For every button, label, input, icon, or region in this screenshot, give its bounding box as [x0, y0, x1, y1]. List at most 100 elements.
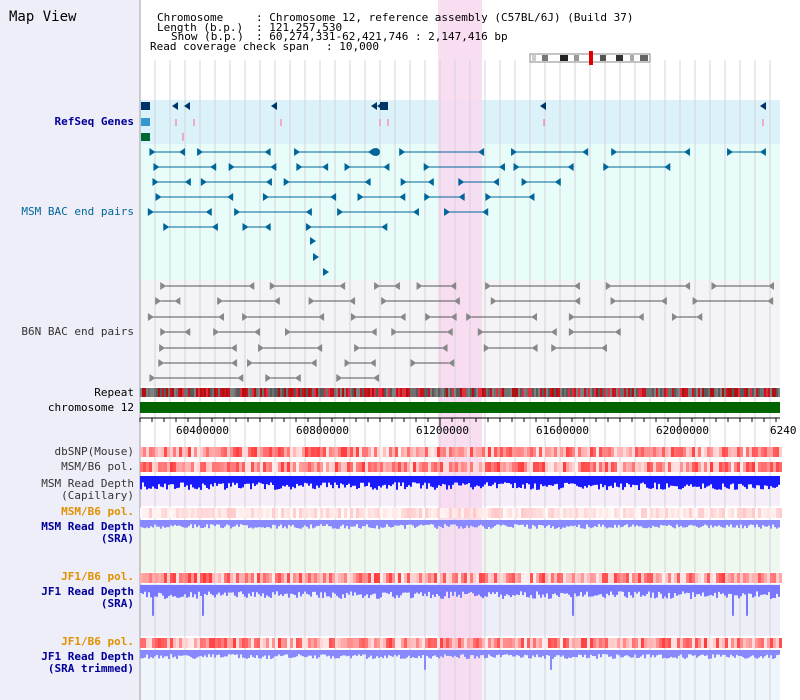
repeat-segment [770, 388, 772, 397]
heat-bin [584, 462, 587, 472]
depth-bar [254, 520, 256, 528]
heat-bin [464, 573, 467, 583]
heat-bin [668, 638, 671, 648]
heat-bin [284, 573, 287, 583]
repeat-segment [750, 388, 752, 397]
depth-bar [356, 520, 358, 525]
label-b6n-bac[interactable]: B6N BAC end pairs [21, 325, 134, 338]
heat-bin [335, 462, 338, 472]
heat-bin [659, 638, 662, 648]
depth-bar [208, 520, 210, 529]
depth-bar [340, 476, 342, 484]
depth-bar [650, 650, 652, 658]
msm-bac-pair-end [283, 178, 290, 186]
heat-bin [389, 447, 392, 457]
depth-bar [386, 585, 388, 594]
label-chromosome[interactable]: chromosome 12 [47, 401, 134, 414]
repeat-segment [236, 388, 238, 397]
depth-bar [434, 650, 436, 656]
label-msm-bac[interactable]: MSM BAC end pairs [21, 205, 134, 218]
depth-bar [536, 520, 538, 529]
depth-bar [574, 585, 576, 594]
heat-bin [620, 447, 623, 457]
heat-bin [755, 447, 758, 457]
heat-bin [404, 573, 407, 583]
depth-bar [268, 585, 270, 597]
depth-bar [722, 585, 724, 594]
label-jf1-b6-pol[interactable]: JF1/B6 pol. [61, 570, 134, 583]
depth-bar [144, 585, 146, 592]
heat-bin [701, 638, 704, 648]
heat-bin [143, 462, 146, 472]
depth-bar [582, 476, 584, 489]
heat-bin [767, 508, 770, 518]
depth-bar [734, 520, 736, 528]
label-jf1-b6-pol-2[interactable]: JF1/B6 pol. [61, 635, 134, 648]
heat-bin [173, 447, 176, 457]
heat-bin [266, 573, 269, 583]
repeat-segment [242, 388, 244, 397]
heat-bin [464, 508, 467, 518]
msm-bac-pair-end [511, 148, 518, 156]
repeat-segment [426, 388, 428, 397]
depth-bar [454, 520, 456, 525]
depth-bar [146, 650, 148, 655]
depth-bar [554, 650, 556, 657]
repeat-segment [282, 388, 284, 397]
msm-bac-pair-end [262, 193, 269, 201]
heat-bin [344, 638, 347, 648]
depth-bar [760, 585, 762, 595]
depth-bar [150, 650, 152, 658]
depth-bar [284, 476, 286, 487]
heat-bin [374, 573, 377, 583]
heat-bin [521, 508, 524, 518]
heat-bin [671, 573, 674, 583]
heat-bin [518, 508, 521, 518]
depth-bar [482, 476, 484, 487]
label-repeat[interactable]: Repeat [94, 386, 134, 399]
label-msm-b6-pol[interactable]: MSM/B6 pol. [61, 460, 134, 473]
label-dbsnp[interactable]: dbSNP(Mouse) [54, 445, 134, 458]
label-msm-depth-capillary-1[interactable]: MSM Read Depth [41, 477, 134, 490]
heat-bin [737, 638, 740, 648]
depth-bar [314, 585, 316, 592]
label-msm-depth-sra-1[interactable]: MSM Read Depth [41, 520, 134, 533]
heat-bin [221, 638, 224, 648]
depth-bar [302, 585, 304, 594]
depth-bar [296, 585, 298, 598]
repeat-segment [632, 388, 634, 397]
depth-bar [492, 585, 494, 593]
heat-bin [461, 508, 464, 518]
msm-bac-pair-end [521, 178, 528, 186]
repeat-segment [296, 388, 298, 397]
label-jf1-depth-sra-1[interactable]: JF1 Read Depth [41, 585, 134, 598]
heat-bin [572, 462, 575, 472]
depth-bar [310, 585, 312, 597]
repeat-segment [396, 388, 398, 397]
depth-bar [206, 520, 208, 525]
heat-bin [473, 462, 476, 472]
heat-bin [302, 638, 305, 648]
repeat-segment [310, 388, 312, 397]
label-jf1-depth-trim-1[interactable]: JF1 Read Depth [41, 650, 134, 663]
heat-bin [677, 508, 680, 518]
heat-bin [635, 508, 638, 518]
depth-bar [674, 650, 676, 658]
repeat-segment [446, 388, 448, 397]
depth-bar [292, 476, 294, 487]
heat-bin [563, 638, 566, 648]
heat-bin [245, 462, 248, 472]
depth-bar [322, 585, 324, 599]
depth-bar [632, 476, 634, 485]
depth-bar [248, 650, 250, 658]
heat-bin [254, 638, 257, 648]
depth-bar [442, 585, 444, 599]
depth-bar [178, 585, 180, 598]
label-refseq-genes[interactable]: RefSeq Genes [54, 115, 134, 128]
heat-bin [167, 573, 170, 583]
depth-bar [522, 476, 524, 485]
depth-bar [380, 650, 382, 657]
depth-bar [302, 650, 304, 657]
label-msm-b6-pol-2[interactable]: MSM/B6 pol. [61, 505, 134, 518]
b6n-bac-pair-end [568, 313, 575, 321]
